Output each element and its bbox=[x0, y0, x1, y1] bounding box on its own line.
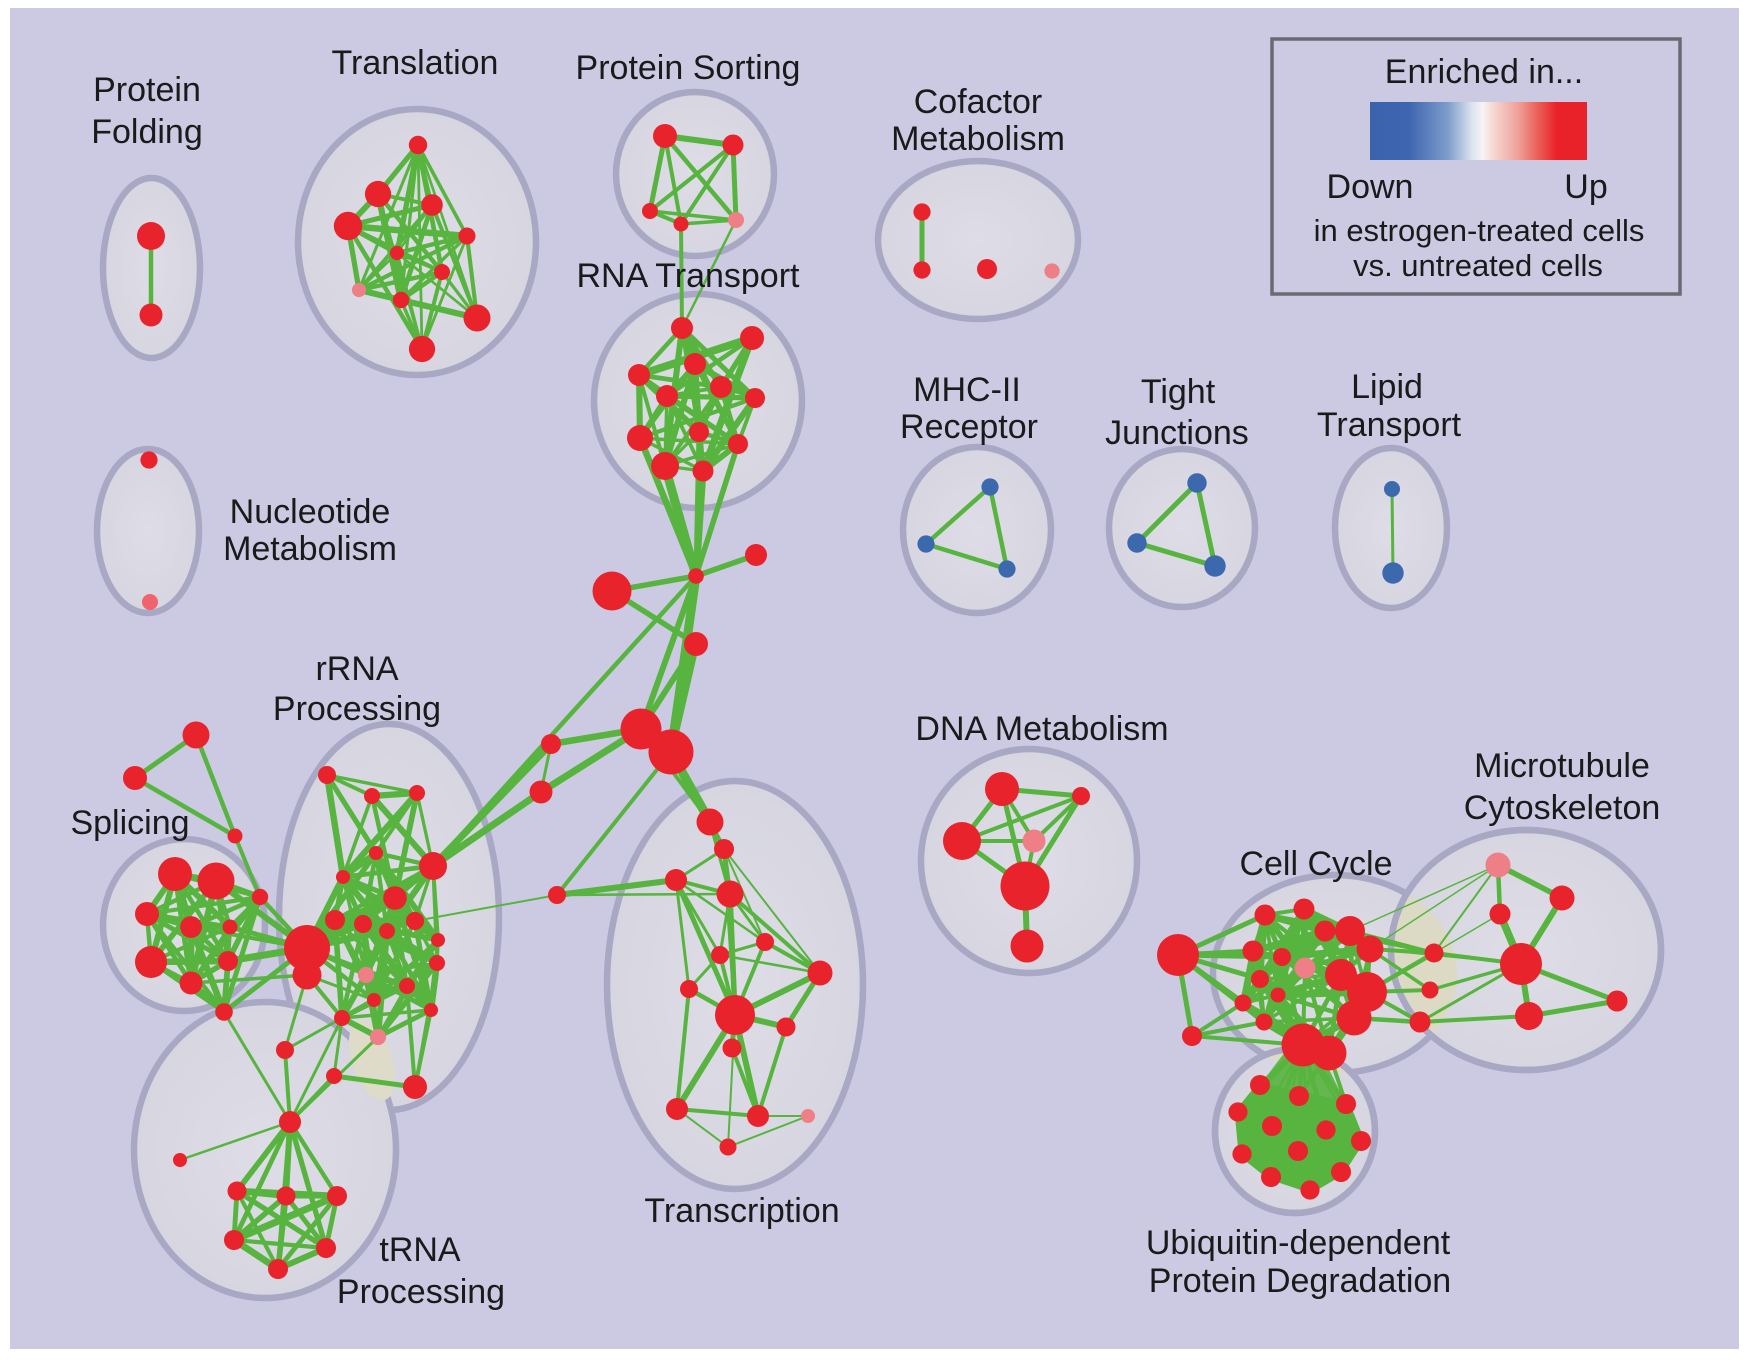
svg-text:Up: Up bbox=[1564, 168, 1607, 206]
svg-text:vs. untreated cells: vs. untreated cells bbox=[1353, 248, 1603, 283]
svg-text:Junctions: Junctions bbox=[1105, 414, 1249, 452]
svg-text:Tight: Tight bbox=[1141, 373, 1216, 411]
svg-text:Transport: Transport bbox=[1317, 406, 1462, 444]
svg-text:rRNA: rRNA bbox=[315, 650, 398, 688]
svg-text:Metabolism: Metabolism bbox=[223, 530, 397, 568]
svg-text:Cofactor: Cofactor bbox=[914, 83, 1043, 121]
svg-text:Processing: Processing bbox=[273, 690, 441, 728]
svg-text:Receptor: Receptor bbox=[900, 408, 1038, 446]
svg-text:Protein: Protein bbox=[93, 71, 201, 109]
svg-text:Translation: Translation bbox=[332, 44, 499, 82]
svg-text:Down: Down bbox=[1327, 168, 1414, 206]
svg-text:Ubiquitin-dependent: Ubiquitin-dependent bbox=[1146, 1224, 1451, 1262]
svg-text:Protein Sorting: Protein Sorting bbox=[576, 49, 801, 87]
svg-text:tRNA: tRNA bbox=[379, 1231, 461, 1269]
svg-text:MHC-II: MHC-II bbox=[913, 371, 1021, 409]
svg-text:Processing: Processing bbox=[337, 1273, 505, 1311]
svg-text:Metabolism: Metabolism bbox=[891, 120, 1065, 158]
svg-text:Cell Cycle: Cell Cycle bbox=[1239, 845, 1392, 883]
svg-text:DNA Metabolism: DNA Metabolism bbox=[915, 710, 1168, 748]
svg-text:Microtubule: Microtubule bbox=[1474, 747, 1650, 785]
svg-text:Transcription: Transcription bbox=[644, 1192, 839, 1230]
svg-text:Folding: Folding bbox=[91, 113, 203, 151]
svg-text:Cytoskeleton: Cytoskeleton bbox=[1464, 789, 1661, 827]
svg-text:RNA Transport: RNA Transport bbox=[577, 257, 801, 295]
svg-text:Protein Degradation: Protein Degradation bbox=[1149, 1262, 1451, 1300]
svg-text:in estrogen-treated cells: in estrogen-treated cells bbox=[1314, 213, 1645, 248]
svg-text:Splicing: Splicing bbox=[70, 804, 189, 842]
svg-text:Enriched in...: Enriched in... bbox=[1385, 53, 1583, 91]
svg-text:Lipid: Lipid bbox=[1351, 368, 1423, 406]
svg-text:Nucleotide: Nucleotide bbox=[230, 493, 391, 531]
